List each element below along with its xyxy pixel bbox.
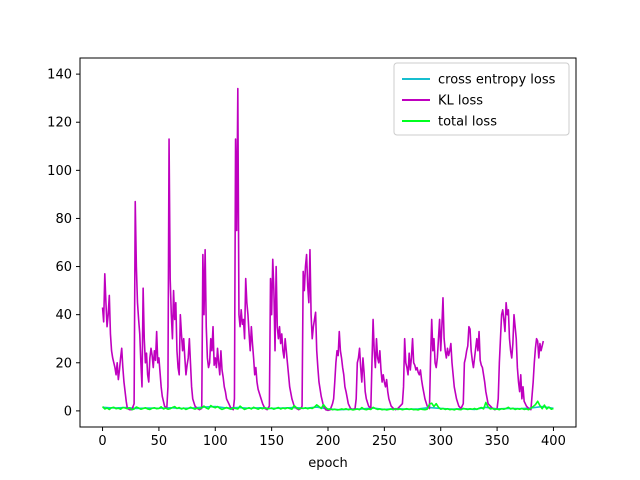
legend-box	[393, 62, 570, 136]
x-tick-label: 100	[203, 434, 228, 449]
y-tick-label: 0	[64, 404, 72, 419]
x-tick-label: 400	[541, 434, 566, 449]
legend: cross entropy loss KL loss total loss	[393, 62, 570, 136]
x-tick-label: 250	[372, 434, 397, 449]
series-layer	[101, 87, 554, 412]
y-tick-label: 140	[47, 68, 72, 83]
x-axis-label: epoch	[308, 456, 348, 471]
x-tick-label: 0	[98, 434, 106, 449]
x-axis-ticks: 0 50 100 150 200 250 300 350 400	[98, 427, 566, 449]
legend-label-kl-loss: KL loss	[438, 94, 483, 109]
legend-label-cross-entropy-loss: cross entropy loss	[438, 73, 556, 88]
x-tick-label: 50	[151, 434, 168, 449]
y-axis-ticks: 0 20 40 60 80 100 120 140	[47, 68, 80, 419]
x-tick-label: 150	[259, 434, 284, 449]
y-tick-label: 20	[55, 356, 72, 371]
series-line-total-loss	[101, 400, 554, 411]
y-tick-label: 120	[47, 116, 72, 131]
x-tick-label: 300	[428, 434, 453, 449]
y-tick-label: 100	[47, 164, 72, 179]
y-tick-label: 80	[55, 212, 72, 227]
legend-label-total-loss: total loss	[438, 115, 497, 130]
x-tick-label: 350	[485, 434, 510, 449]
y-tick-label: 60	[55, 260, 72, 275]
series-line-kl-loss	[101, 87, 545, 412]
y-tick-label: 40	[55, 308, 72, 323]
x-tick-label: 200	[316, 434, 341, 449]
